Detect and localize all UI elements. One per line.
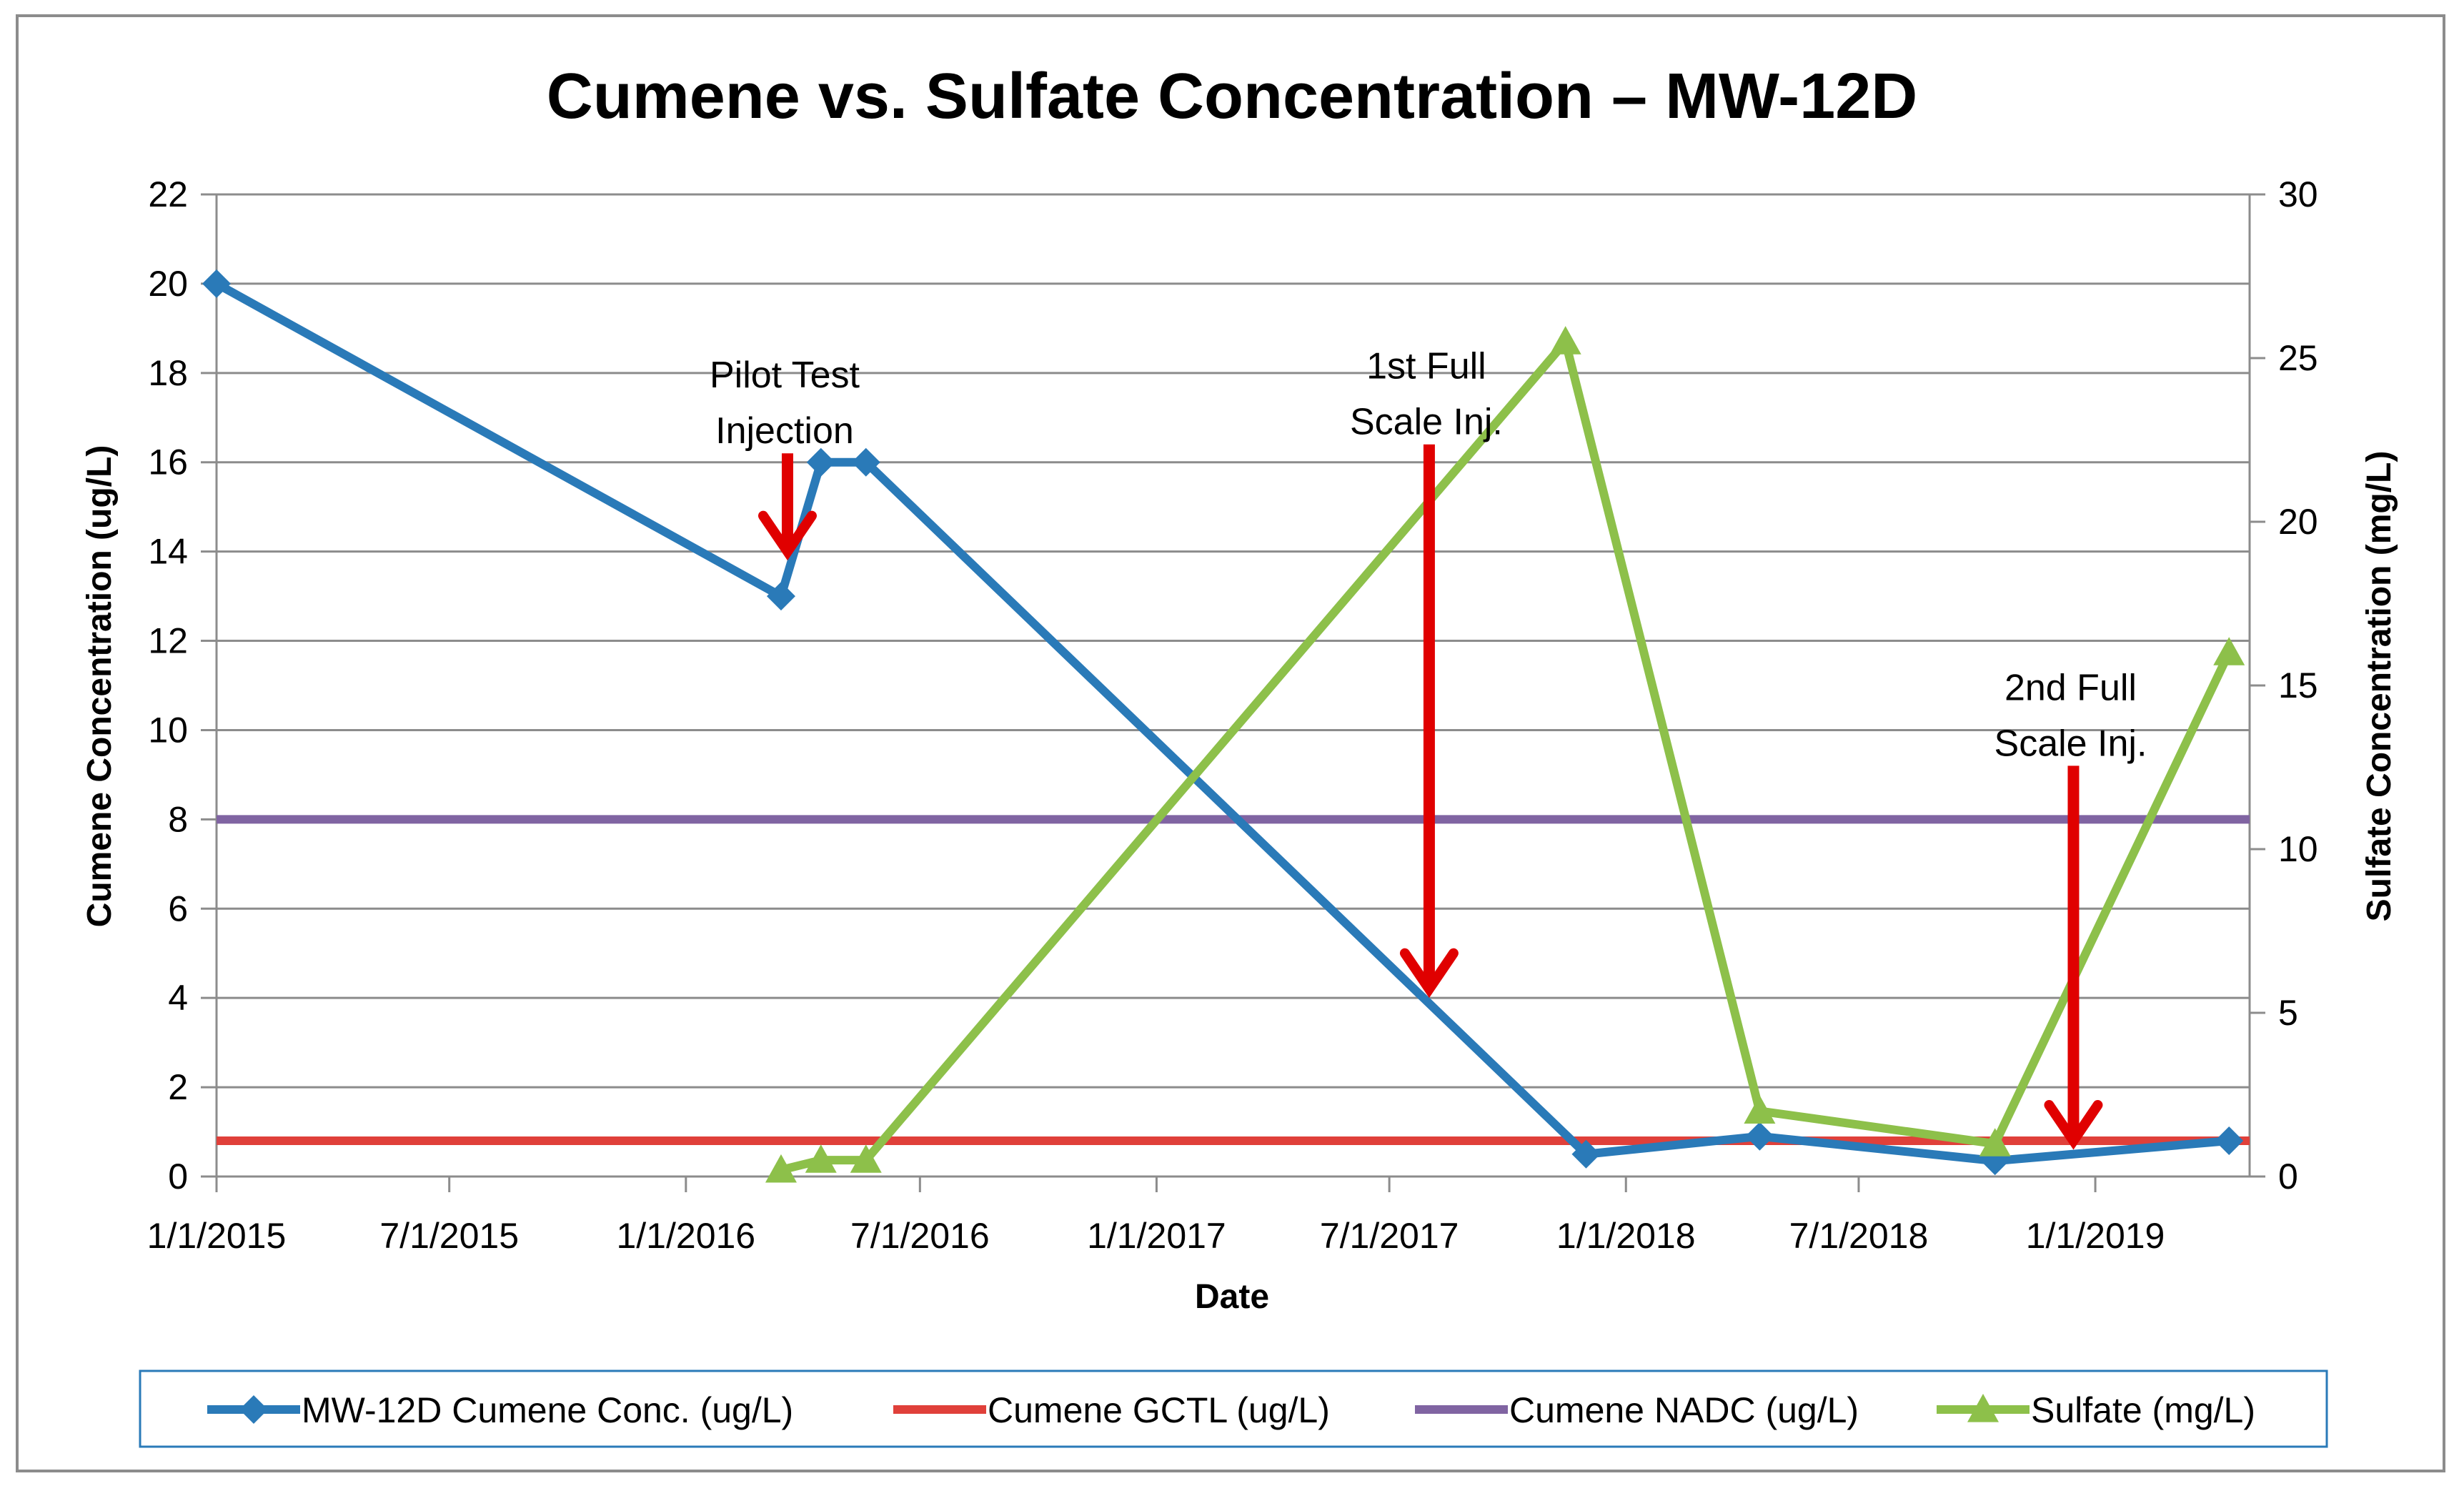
legend-label: Sulfate (mg/L): [2031, 1390, 2255, 1430]
series-layer: [202, 269, 2250, 1183]
annotation: Pilot Test Injection: [710, 355, 860, 561]
annotation-arrow-head: [1399, 948, 1459, 999]
y2-axis-title: Sulfate Concentration (mg/L): [2360, 451, 2398, 922]
data-point: [2215, 1126, 2244, 1156]
y-tick-label: 20: [148, 264, 188, 304]
chart-frame: [16, 14, 2445, 1472]
legend-label: Cumene GCTL (ug/L): [988, 1390, 1330, 1430]
axes: 0 2 4 6 8 10 12 14 16 18 20 22 0 5 10 15 20 25 30 1/1/2015 7…: [147, 174, 2318, 1256]
y-tick-label: 4: [168, 978, 188, 1018]
y-tick-label: 6: [168, 888, 188, 928]
y-tick-label: 16: [148, 442, 188, 482]
data-point: [850, 1144, 882, 1173]
series-sulfate-mg-l: [765, 326, 2245, 1183]
legend-item: Cumene GCTL (ug/L): [893, 1390, 1330, 1430]
data-point: [1744, 1095, 1776, 1124]
data-point: [1745, 1121, 1774, 1151]
x-tick-label: 7/1/2016: [850, 1216, 990, 1256]
annotation: 2nd Full Scale Inj.: [1994, 667, 2147, 1150]
y2-tick-label: 25: [2278, 338, 2318, 378]
y2-tick-label: 15: [2278, 665, 2318, 705]
x-tick-label: 1/1/2016: [616, 1216, 755, 1256]
y2-tick-label: 5: [2278, 993, 2298, 1033]
series-line: [214, 279, 2230, 1166]
x-tick-label: 7/1/2017: [1320, 1216, 1459, 1256]
annotation: 1st Full Scale Inj.: [1350, 346, 1503, 999]
annotation-text: Scale Inj.: [1994, 723, 2147, 764]
annotation-text: Scale Inj.: [1350, 402, 1503, 443]
annotation-text: 1st Full: [1366, 346, 1486, 387]
chart-title: Cumene vs. Sulfate Concentration – MW-12…: [547, 61, 1918, 132]
data-point: [202, 269, 231, 298]
legend-item: Cumene NADC (ug/L): [1415, 1390, 1859, 1430]
y-tick-label: 18: [148, 353, 188, 393]
x-axis-title: Date: [1195, 1278, 1269, 1316]
annotation-text: Pilot Test: [710, 355, 860, 396]
y-tick-label: 22: [148, 174, 188, 214]
annotation-arrow-head: [757, 510, 817, 561]
x-tick-label: 7/1/2018: [1789, 1216, 1929, 1256]
y-tick-label: 0: [168, 1156, 188, 1197]
legend-swatch-marker: [239, 1395, 268, 1424]
data-point: [1549, 326, 1581, 355]
series-mw-12d-cumene-conc-ug-l: [202, 269, 2244, 1176]
y-axis-title: Cumene Concentration (ug/L): [81, 445, 119, 928]
data-point: [1571, 1139, 1601, 1169]
legend: MW-12D Cumene Conc. (ug/L) Cumene GCTL (u…: [139, 1369, 2328, 1448]
x-tick-label: 1/1/2015: [147, 1216, 287, 1256]
data-point: [851, 447, 880, 477]
y-tick-label: 8: [168, 799, 188, 839]
y-tick-label: 14: [148, 532, 188, 572]
data-point: [1979, 1128, 2011, 1156]
x-tick-label: 1/1/2017: [1087, 1216, 1226, 1256]
y2-tick-label: 10: [2278, 829, 2318, 869]
y-tick-label: 10: [148, 710, 188, 750]
gridlines: [217, 193, 2250, 1089]
y2-tick-label: 30: [2278, 174, 2318, 214]
legend-label: MW-12D Cumene Conc. (ug/L): [302, 1390, 793, 1430]
data-point: [805, 1144, 837, 1173]
annotation-text: Injection: [715, 410, 854, 452]
data-point: [2213, 637, 2245, 665]
legend-item: Sulfate (mg/L): [1937, 1390, 2255, 1430]
data-point: [806, 447, 835, 477]
y2-tick-label: 20: [2278, 502, 2318, 542]
legend-item: MW-12D Cumene Conc. (ug/L): [207, 1390, 793, 1430]
annotation-arrow-head: [2044, 1100, 2103, 1150]
x-tick-label: 1/1/2019: [2026, 1216, 2165, 1256]
legend-swatch-marker: [1967, 1394, 1999, 1422]
data-point: [766, 582, 795, 611]
x-tick-label: 7/1/2015: [379, 1216, 519, 1256]
y-tick-label: 2: [168, 1067, 188, 1107]
data-point: [765, 1154, 797, 1183]
y2-tick-label: 0: [2278, 1156, 2298, 1197]
legend-label: Cumene NADC (ug/L): [1509, 1390, 1859, 1430]
y-tick-label: 12: [148, 621, 188, 661]
annotation-text: 2nd Full: [2005, 667, 2137, 708]
x-tick-label: 1/1/2018: [1556, 1216, 1696, 1256]
